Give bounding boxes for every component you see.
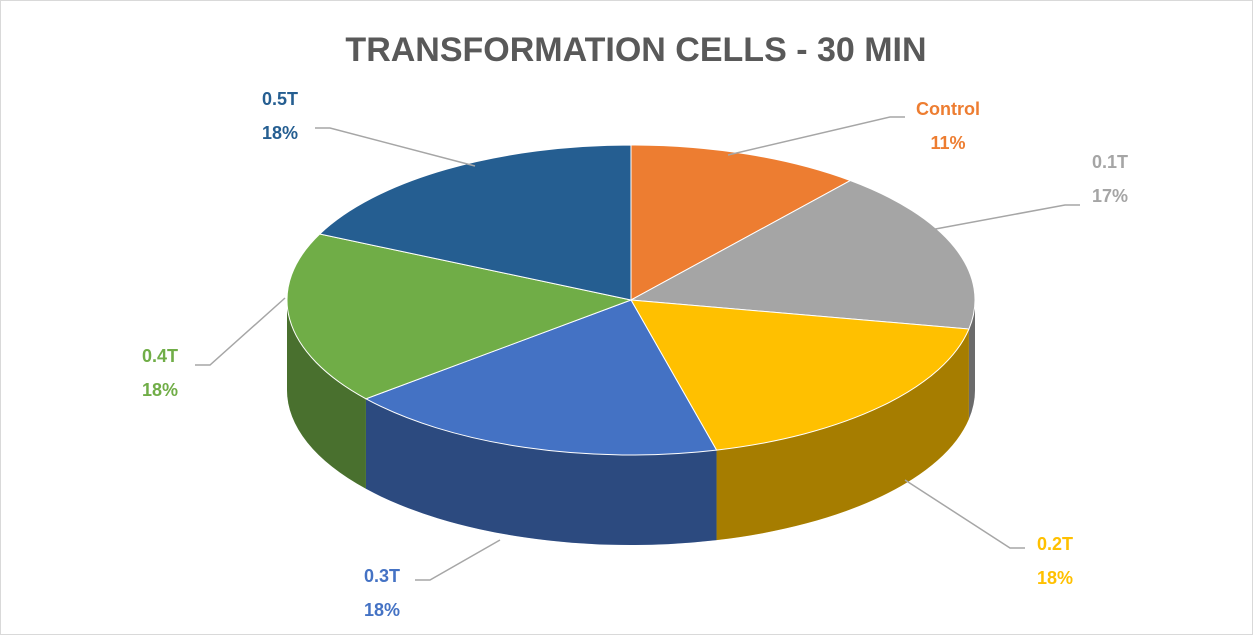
- leader-line: [904, 479, 1025, 549]
- pie-slice: [629, 180, 976, 330]
- pie-side-shade: [287, 300, 366, 489]
- category-label: 0.3T: [364, 566, 400, 586]
- leader-line: [929, 204, 1080, 231]
- category-label: 0.4T: [142, 346, 178, 366]
- pie-slice: [364, 299, 718, 456]
- category-label: 0.2T: [1037, 534, 1073, 554]
- pie-slice: [286, 233, 633, 400]
- pie-slice: [318, 144, 632, 301]
- value-label: 17%: [1092, 186, 1128, 206]
- value-label: 18%: [1037, 568, 1073, 588]
- data-labels: Control 11% 0.1T 17% 0.2T 18% 0.3T 18% 0.4T 18% 0.…: [142, 89, 1128, 620]
- pie-side-shade: [968, 300, 975, 420]
- pie-slice: [630, 144, 852, 301]
- leader-line: [195, 297, 286, 366]
- category-label: Control: [916, 99, 980, 119]
- category-label: 0.1T: [1092, 152, 1128, 172]
- pie-side: [968, 300, 975, 420]
- value-label: 18%: [364, 600, 400, 620]
- chart-title: TRANSFORMATION CELLS - 30 MIN: [345, 31, 926, 69]
- pie-tops: [286, 144, 976, 456]
- pie-side: [287, 300, 366, 489]
- leader-line: [727, 116, 905, 156]
- leader-line: [415, 539, 501, 581]
- pie-side: [716, 329, 969, 541]
- leader-line: [315, 127, 476, 167]
- pie-side: [365, 398, 717, 545]
- value-label: 11%: [930, 133, 965, 153]
- value-label: 18%: [262, 123, 298, 143]
- pie-sides: [287, 300, 975, 545]
- pie-side-shade: [716, 329, 969, 541]
- pie-side-shade: [365, 398, 717, 545]
- pie-slice: [630, 299, 970, 451]
- value-label: 18%: [142, 380, 178, 400]
- category-label: 0.5T: [262, 89, 298, 109]
